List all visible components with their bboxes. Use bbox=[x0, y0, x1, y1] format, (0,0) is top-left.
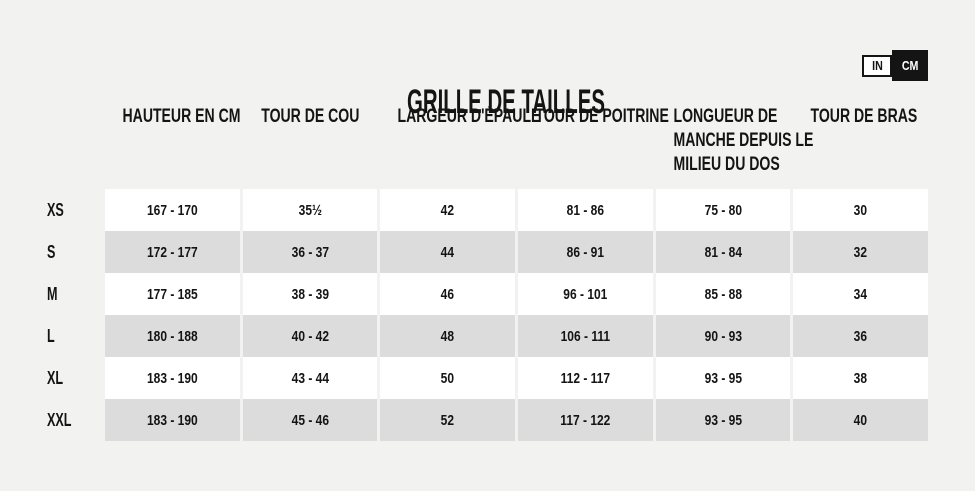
table-row-xl: XL 183 - 190 43 - 44 50 112 - 117 93 - 9… bbox=[47, 357, 928, 399]
column-header-longueur-manche: LONGUEUR DE MANCHE DEPUIS LE MILIEU DU D… bbox=[673, 106, 813, 175]
size-cell: 167 - 170 bbox=[105, 189, 240, 231]
column-header-tour-de-poitrine: TOUR DE POITRINE bbox=[535, 106, 669, 127]
size-row-label: L bbox=[47, 325, 55, 346]
size-cell: 183 - 190 bbox=[105, 399, 240, 441]
size-cell: 96 - 101 bbox=[517, 273, 653, 315]
size-cell: 32 bbox=[793, 231, 928, 273]
size-cell: 40 - 42 bbox=[242, 315, 378, 357]
size-cell: 81 - 84 bbox=[655, 231, 791, 273]
column-header-hauteur: HAUTEUR EN CM bbox=[122, 106, 241, 127]
size-cell: 36 bbox=[793, 315, 928, 357]
table-row-xs: XS 167 - 170 35½ 42 81 - 86 75 - 80 30 bbox=[47, 189, 928, 231]
size-cell: 90 - 93 bbox=[655, 315, 791, 357]
size-cell: 48 bbox=[380, 315, 515, 357]
size-cell: 30 bbox=[793, 189, 928, 231]
page-title: GRILLE DE TAILLES bbox=[0, 44, 975, 161]
column-header-largeur-epaule: LARGEUR D'ÉPAULE bbox=[397, 106, 541, 127]
unit-toggle-cm-label: CM bbox=[901, 58, 919, 73]
size-cell: 46 bbox=[380, 273, 515, 315]
table-row-m: M 177 - 185 38 - 39 46 96 - 101 85 - 88 … bbox=[47, 273, 928, 315]
size-cell: 35½ bbox=[242, 189, 378, 231]
column-header-tour-de-bras: TOUR DE BRAS bbox=[810, 106, 918, 127]
size-cell: 93 - 95 bbox=[655, 357, 791, 399]
size-cell: 40 bbox=[793, 399, 928, 441]
table-row-s: S 172 - 177 36 - 37 44 86 - 91 81 - 84 3… bbox=[47, 231, 928, 273]
size-cell: 52 bbox=[380, 399, 515, 441]
size-cell: 38 bbox=[793, 357, 928, 399]
size-cell: 85 - 88 bbox=[655, 273, 791, 315]
page-title-text: GRILLE DE TAILLES bbox=[407, 83, 606, 121]
unit-toggle: IN CM bbox=[862, 50, 928, 81]
size-cell: 117 - 122 bbox=[517, 399, 653, 441]
size-cell: 34 bbox=[793, 273, 928, 315]
size-cell: 75 - 80 bbox=[655, 189, 791, 231]
table-row-xxl: XXL 183 - 190 45 - 46 52 117 - 122 93 - … bbox=[47, 399, 928, 441]
size-row-label: XL bbox=[47, 367, 64, 388]
size-cell: 50 bbox=[380, 357, 515, 399]
size-cell: 81 - 86 bbox=[517, 189, 653, 231]
size-row-label: S bbox=[47, 241, 56, 262]
size-cell: 93 - 95 bbox=[655, 399, 791, 441]
size-cell: 86 - 91 bbox=[517, 231, 653, 273]
column-header-tour-de-cou: TOUR DE COU bbox=[260, 106, 360, 127]
size-row-label: XS bbox=[47, 199, 64, 220]
size-cell: 36 - 37 bbox=[242, 231, 378, 273]
size-cell: 106 - 111 bbox=[517, 315, 653, 357]
size-cell: 45 - 46 bbox=[242, 399, 378, 441]
size-cell: 183 - 190 bbox=[105, 357, 240, 399]
unit-toggle-in-button[interactable]: IN bbox=[862, 54, 892, 77]
size-cell: 44 bbox=[380, 231, 515, 273]
header-row: HAUTEUR EN CM TOUR DE COU LARGEUR D'ÉPAU… bbox=[47, 105, 928, 189]
size-cell: 172 - 177 bbox=[105, 231, 240, 273]
unit-toggle-cm-button[interactable]: CM bbox=[892, 50, 928, 81]
unit-toggle-in-label: IN bbox=[871, 58, 883, 73]
table-row-l: L 180 - 188 40 - 42 48 106 - 111 90 - 93… bbox=[47, 315, 928, 357]
size-cell: 42 bbox=[380, 189, 515, 231]
size-cell: 43 - 44 bbox=[242, 357, 378, 399]
size-table: HAUTEUR EN CM TOUR DE COU LARGEUR D'ÉPAU… bbox=[44, 105, 931, 441]
size-cell: 112 - 117 bbox=[517, 357, 653, 399]
size-row-label: XXL bbox=[47, 409, 72, 430]
size-row-label: M bbox=[47, 283, 58, 304]
size-chart-header: GRILLE DE TAILLES IN CM bbox=[0, 0, 975, 121]
size-table-wrapper: HAUTEUR EN CM TOUR DE COU LARGEUR D'ÉPAU… bbox=[44, 105, 931, 441]
size-cell: 38 - 39 bbox=[242, 273, 378, 315]
size-cell: 180 - 188 bbox=[105, 315, 240, 357]
size-cell: 177 - 185 bbox=[105, 273, 240, 315]
